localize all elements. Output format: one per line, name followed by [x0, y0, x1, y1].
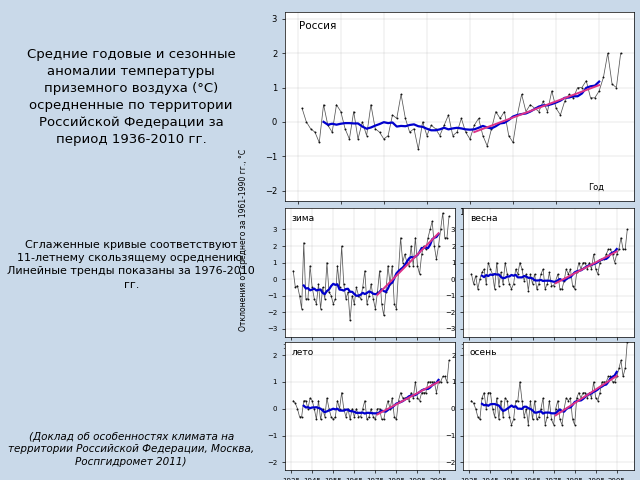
Text: Сглаженные кривые соответствуют
11-летнему скользящему осреднению.
Линейные трен: Сглаженные кривые соответствуют 11-летне…	[7, 240, 255, 289]
Text: Отклонения от среднего за 1961-1990 гг., °C: Отклонения от среднего за 1961-1990 гг.,…	[239, 149, 248, 331]
Text: осень: осень	[470, 348, 497, 357]
Text: Россия: Россия	[299, 22, 336, 32]
Text: Год: Год	[588, 182, 604, 192]
Text: Средние годовые и сезонные
аномалии температуры
приземного воздуха (°C)
осреднен: Средние годовые и сезонные аномалии темп…	[27, 48, 236, 146]
Text: зима: зима	[292, 215, 315, 224]
Text: весна: весна	[470, 215, 497, 224]
Text: (Доклад об особенностях климата на
территории Российской Федерации, Москва,
Росп: (Доклад об особенностях климата на терри…	[8, 432, 254, 467]
Text: лето: лето	[292, 348, 314, 357]
